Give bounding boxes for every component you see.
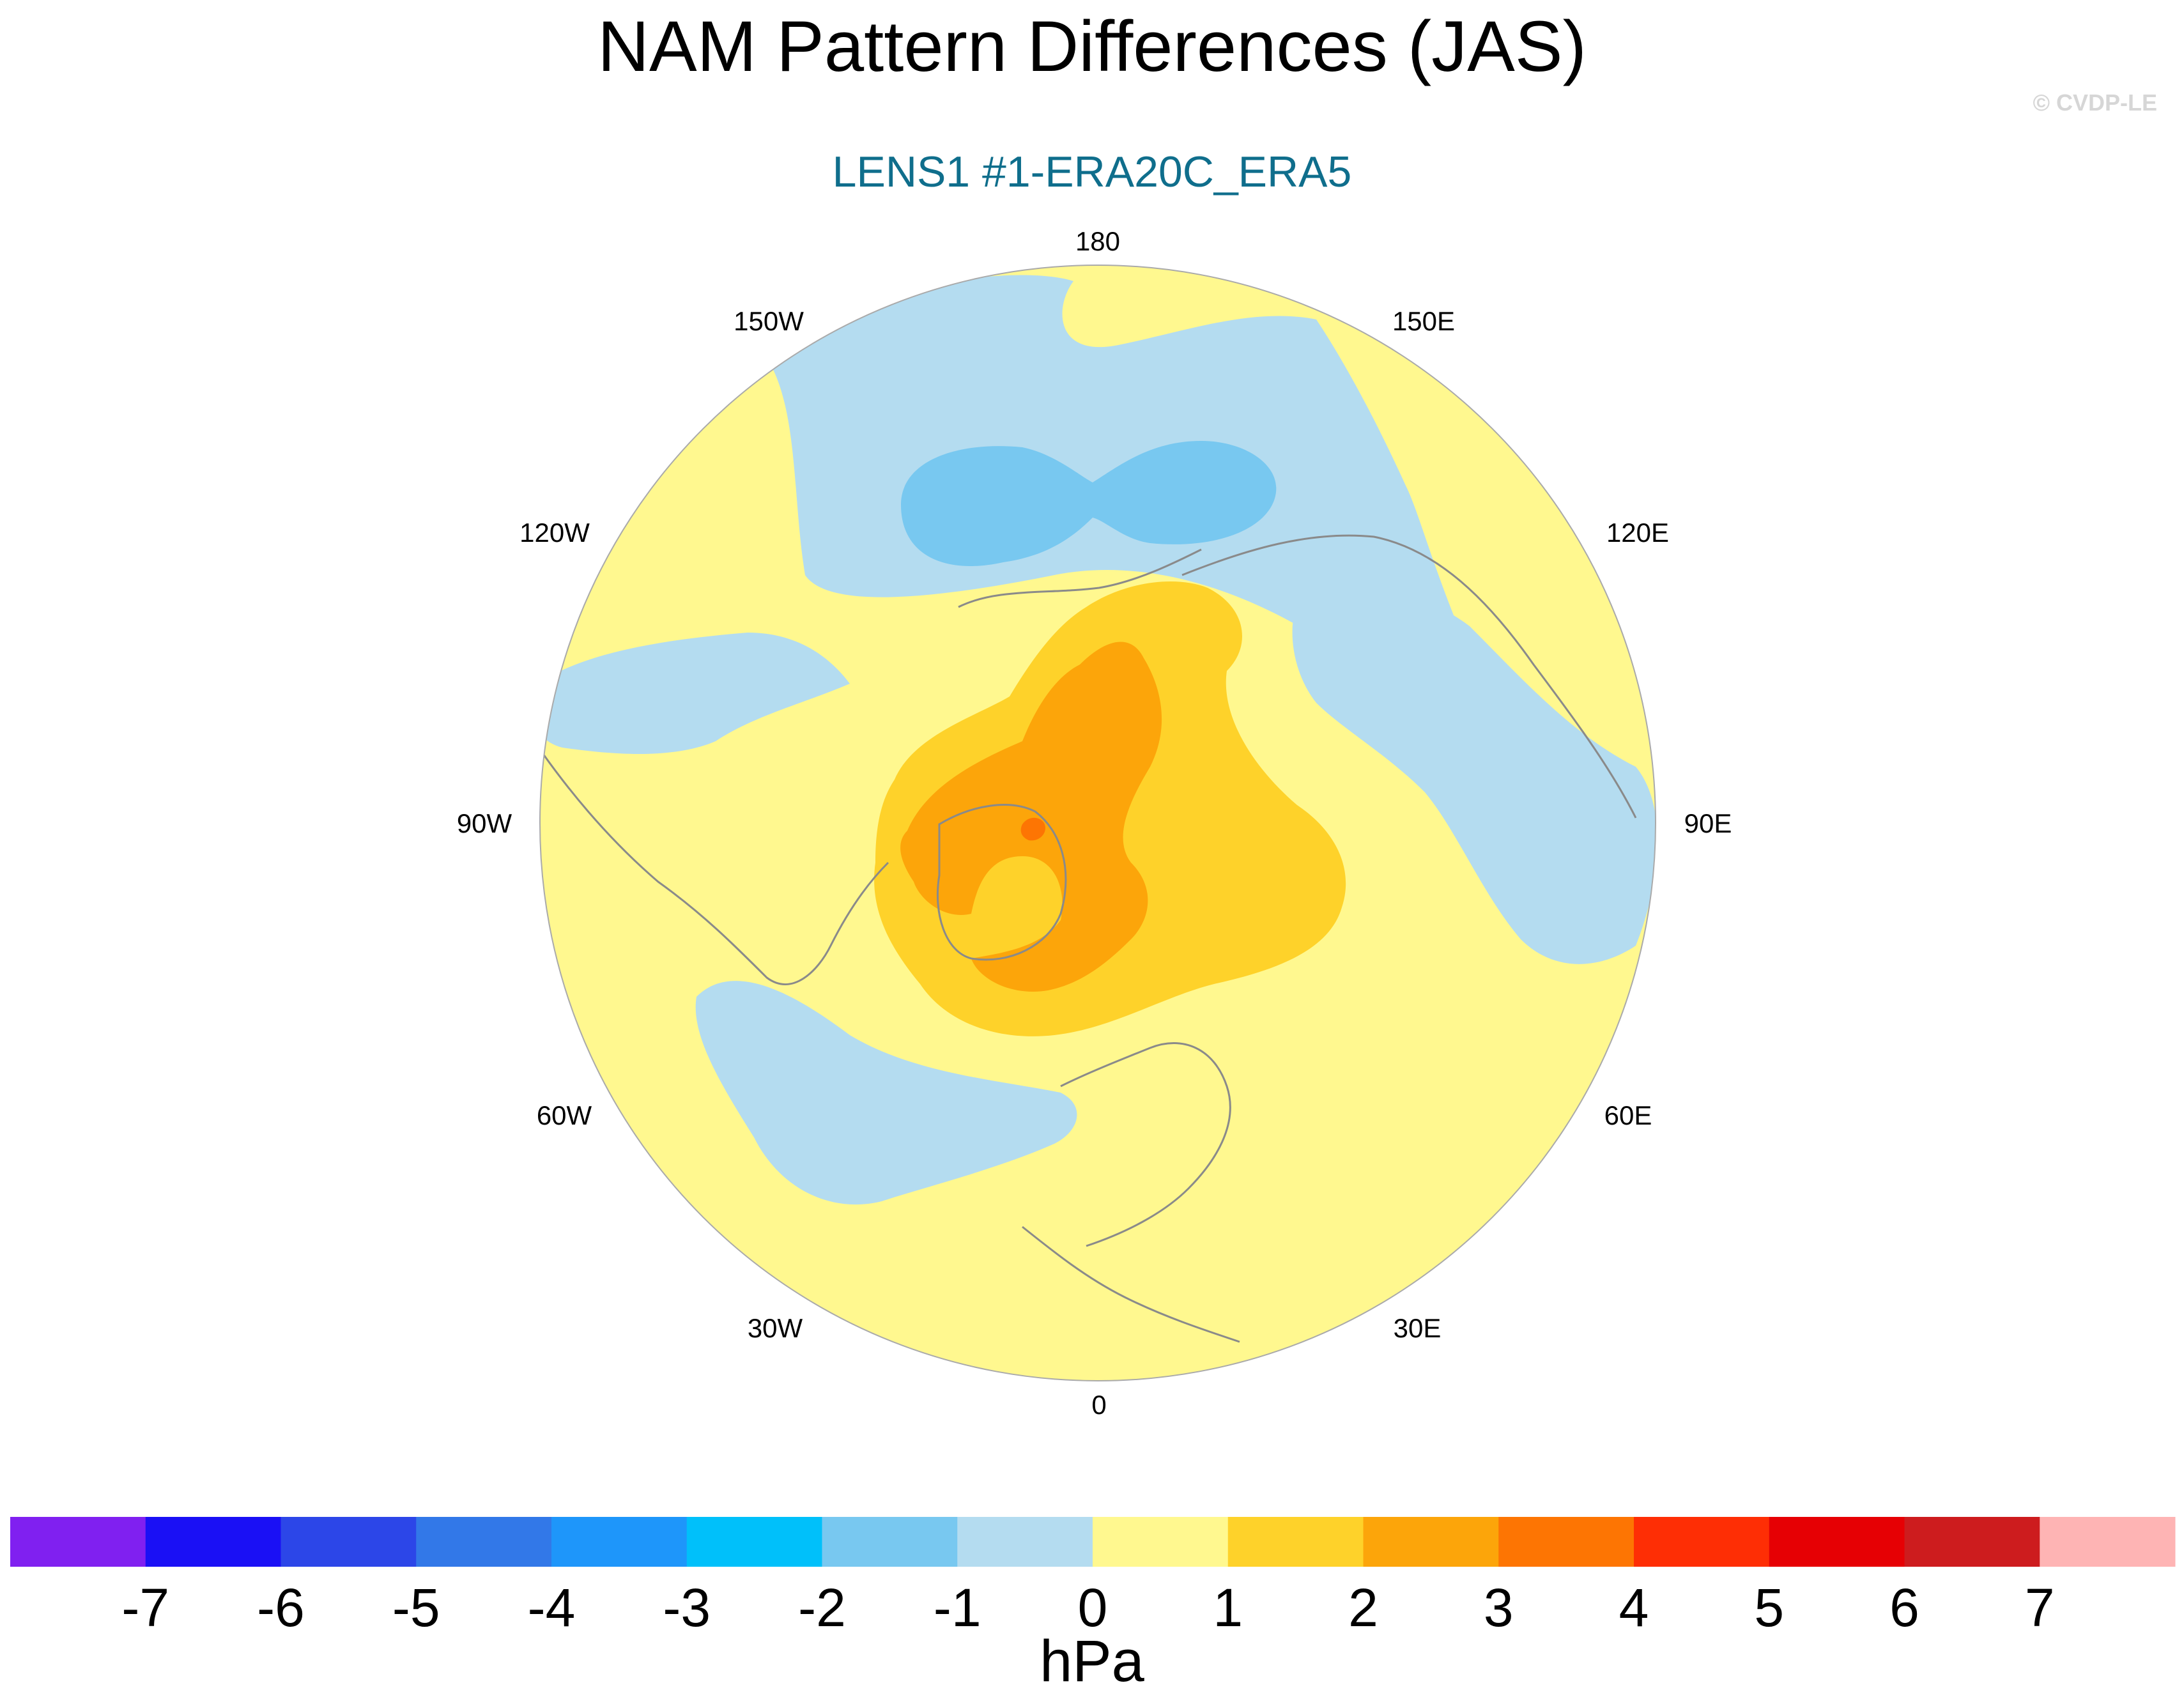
coastline-europe [1060, 1042, 1231, 1247]
siberia-negative-patch [1292, 583, 1656, 964]
colorbar-swatch [2040, 1517, 2176, 1567]
colorbar-swatch [1904, 1517, 2040, 1567]
colorbar-swatch [1634, 1517, 1770, 1567]
coastline-north-america [542, 753, 889, 985]
coastlines [542, 534, 1637, 1343]
lon-label-60w: 60W [537, 1100, 592, 1130]
colorbar-swatch [145, 1517, 281, 1567]
colorbar-swatch [1769, 1517, 1905, 1567]
arctic-positive-max [1020, 817, 1045, 841]
page-title: NAM Pattern Differences (JAS) [597, 6, 1587, 86]
colorbar-swatch [1363, 1517, 1499, 1567]
lon-label-120w: 120W [519, 518, 590, 548]
pacific-low-center [901, 441, 1277, 566]
lon-label-30e: 30E [1394, 1313, 1442, 1343]
arctic-positive-core [900, 642, 1162, 992]
colorbar-unit-label: hPa [1040, 1629, 1144, 1694]
coastline-asia [1181, 534, 1637, 819]
coastline-africa [1022, 1226, 1240, 1343]
lon-label-90e: 90E [1684, 808, 1732, 838]
colorbar-swatch [1498, 1517, 1634, 1567]
hudson-bay-negative-patch [540, 633, 850, 754]
colorbar-tick-label: -3 [663, 1578, 711, 1638]
lon-label-180: 180 [1075, 226, 1120, 256]
lon-label-120e: 120E [1606, 518, 1669, 548]
watermark: © CVDP-LE [2033, 89, 2157, 116]
colorbar-tick-label: 0 [1078, 1578, 1108, 1638]
lon-label-150w: 150W [734, 306, 804, 336]
colorbar-swatch [957, 1517, 1093, 1567]
coastline-greenland [936, 804, 1067, 961]
colorbar-swatch [416, 1517, 552, 1567]
map-boundary [539, 265, 1656, 1381]
colorbar-swatch [1227, 1517, 1364, 1567]
lon-label-30w: 30W [748, 1313, 803, 1343]
colorbar-tick-label: 6 [1889, 1578, 1919, 1638]
colorbar-tick-label: -2 [798, 1578, 846, 1638]
atlantic-negative-band [695, 981, 1077, 1205]
colorbar-swatch [1093, 1517, 1229, 1567]
colorbar-tick-label: 7 [2025, 1578, 2055, 1638]
colorbar-tick-label: 4 [1619, 1578, 1649, 1638]
colorbar-tick-label: -5 [392, 1578, 440, 1638]
colorbar-swatch [822, 1517, 958, 1567]
polar-map: 180 150E 120E 90E 60E 30E 0 30W 60W 90W … [457, 226, 1732, 1420]
colorbar-swatch [551, 1517, 688, 1567]
colorbar-tick-label: 2 [1348, 1578, 1378, 1638]
lon-label-0: 0 [1091, 1390, 1106, 1420]
map-subtitle: LENS1 #1-ERA20C_ERA5 [832, 148, 1352, 196]
colorbar-tick-label: 3 [1484, 1578, 1514, 1638]
colorbar-tick-label: -7 [121, 1578, 169, 1638]
colorbar-swatch [686, 1517, 822, 1567]
colorbar-tick-label: -4 [528, 1578, 576, 1638]
lon-label-60e: 60E [1604, 1100, 1652, 1130]
lon-label-90w: 90W [457, 808, 512, 838]
lon-label-150e: 150E [1392, 306, 1455, 336]
colorbar-swatch [10, 1517, 146, 1567]
colorbar-swatch [281, 1517, 417, 1567]
colorbar-tick-label: -6 [257, 1578, 305, 1638]
map-fill-layer [540, 265, 1656, 1381]
colorbar-tick-label: 1 [1213, 1578, 1243, 1638]
colorbar-tick-label: -1 [934, 1578, 981, 1638]
coastline-alaska [958, 548, 1202, 608]
colorbar-tick-label: 5 [1754, 1578, 1784, 1638]
